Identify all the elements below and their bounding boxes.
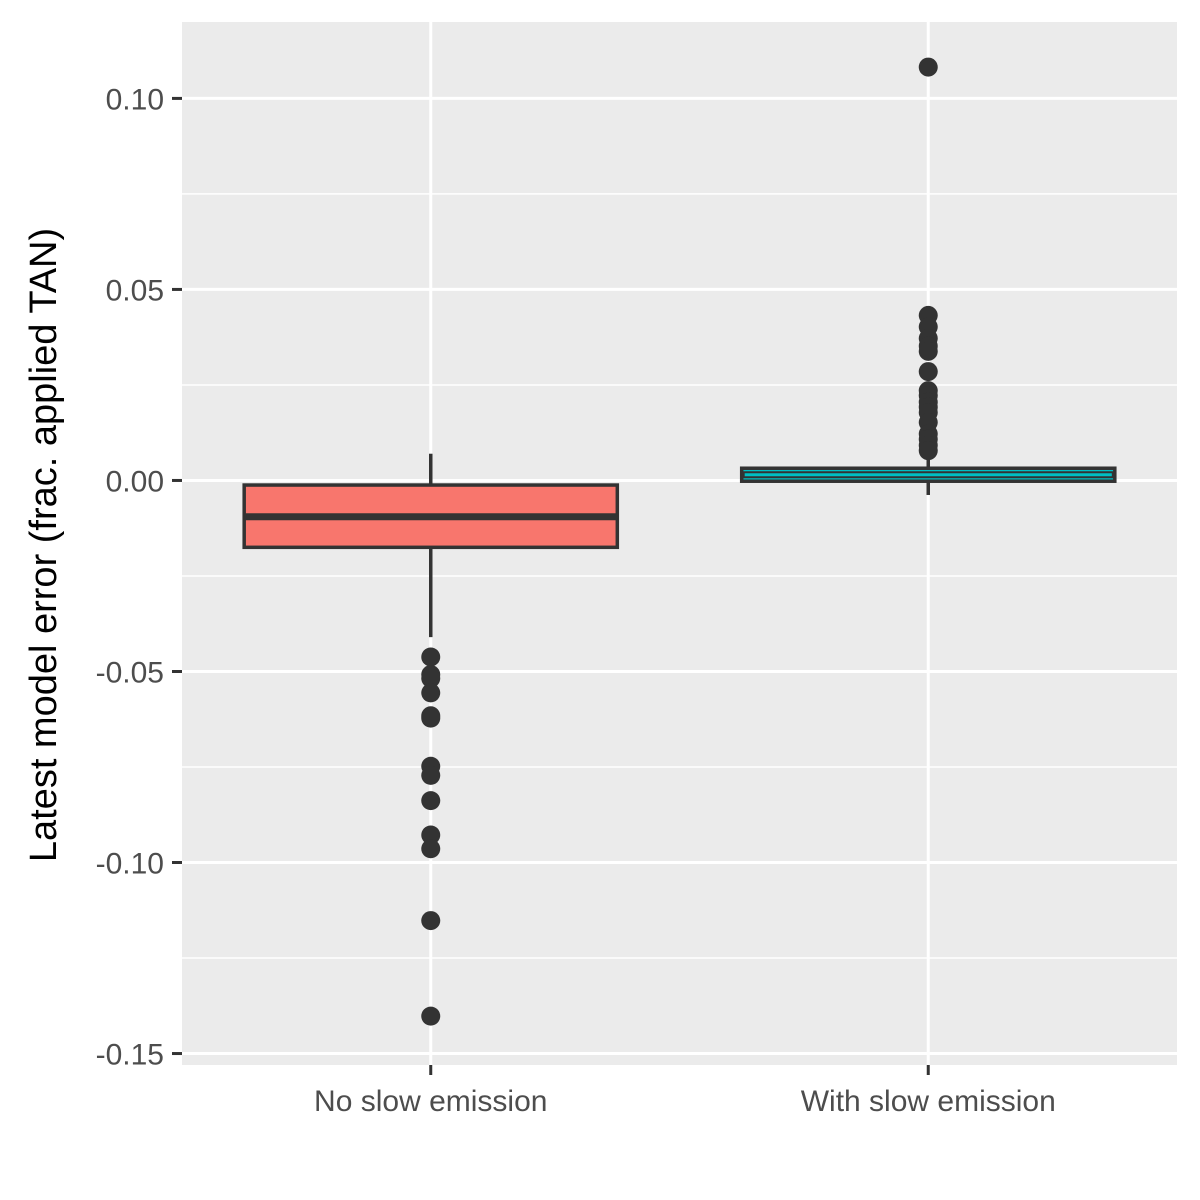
outlier-point [421, 647, 441, 667]
y-tick-label: 0.05 [106, 274, 164, 307]
y-tick-label: 0.00 [106, 465, 164, 498]
y-tick-label: -0.15 [96, 1039, 164, 1072]
outlier-point [421, 668, 441, 688]
boxes-layer [242, 57, 1117, 1026]
y-tick-label: -0.10 [96, 848, 164, 881]
y-axis-title: Latest model error (frac. applied TAN) [23, 228, 65, 862]
outlier-point [421, 911, 441, 931]
outlier-point [421, 825, 441, 845]
outlier-point [421, 1006, 441, 1026]
outlier-point [421, 765, 441, 785]
outlier-point [918, 341, 938, 361]
x-tick-label: No slow emission [314, 1085, 547, 1118]
y-tick-label: -0.05 [96, 656, 164, 689]
y-axis: 0.10 0.05 0.00 -0.05 -0.10 -0.15 [96, 83, 182, 1072]
y-tick-label: 0.10 [106, 83, 164, 116]
grid-minor [182, 193, 1177, 959]
outlier-point [421, 708, 441, 728]
outlier-point [918, 441, 938, 461]
outlier-point [918, 362, 938, 382]
grid-major [182, 22, 1177, 1065]
outlier-point [421, 839, 441, 859]
box-group [242, 453, 620, 1026]
outlier-point [918, 57, 938, 77]
outlier-point [421, 791, 441, 811]
outlier-point [421, 683, 441, 703]
x-axis: No slow emission With slow emission [314, 1065, 1056, 1118]
x-tick-label: With slow emission [801, 1085, 1056, 1118]
